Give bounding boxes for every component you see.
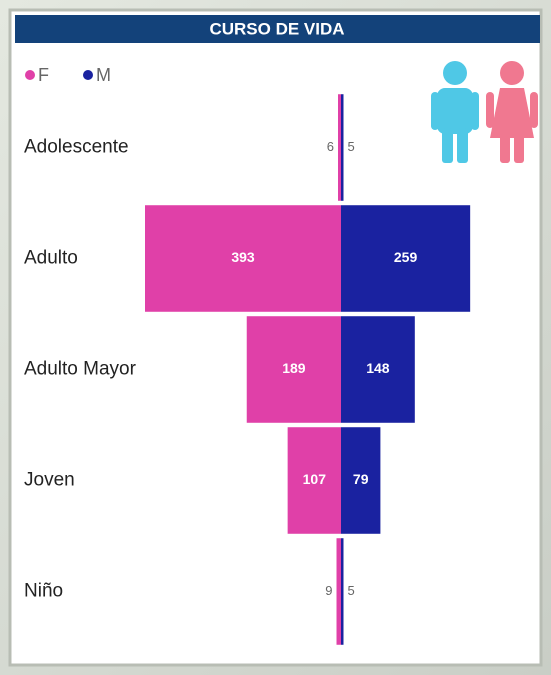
bar (341, 316, 415, 423)
legend-swatch (83, 70, 93, 80)
bar (145, 205, 341, 312)
bar (341, 94, 344, 201)
bar (246, 316, 341, 423)
legend-label: M (96, 65, 111, 85)
value-label: 259 (394, 249, 418, 265)
bar (341, 205, 471, 312)
bar (287, 427, 341, 534)
legend-swatch (25, 70, 35, 80)
category-label: Joven (24, 470, 75, 491)
value-label: 148 (366, 360, 390, 376)
category-label: Adolescente (24, 137, 129, 158)
legend-label: F (38, 65, 49, 85)
value-label: 79 (353, 471, 369, 487)
bar (336, 538, 341, 645)
value-label: 9 (325, 583, 332, 598)
bar (338, 94, 341, 201)
value-label: 6 (327, 139, 334, 154)
value-label: 107 (303, 471, 327, 487)
male-icon (431, 61, 479, 163)
category-label: Adulto Mayor (24, 359, 137, 380)
header-bar (15, 15, 540, 43)
value-label: 5 (347, 139, 354, 154)
bar (341, 427, 381, 534)
category-label: Adulto (24, 248, 78, 269)
value-label: 189 (282, 360, 306, 376)
bar (341, 538, 344, 645)
female-icon (486, 61, 538, 163)
value-label: 393 (231, 249, 255, 265)
value-label: 5 (347, 583, 354, 598)
chart-title: CURSO DE VIDA (209, 19, 344, 38)
category-label: Niño (24, 581, 63, 602)
